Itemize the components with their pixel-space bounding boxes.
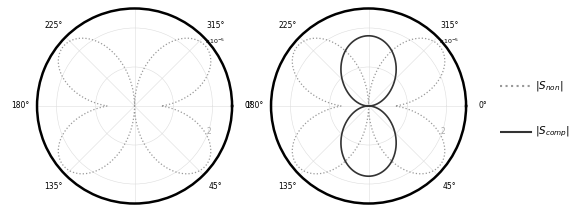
Text: $\times10^{-5}$: $\times10^{-5}$ [204,37,225,46]
Text: $\times10^{-5}$: $\times10^{-5}$ [438,37,459,46]
Text: $|S_{non}|$: $|S_{non}|$ [535,79,563,93]
Text: $|S_{comp}|$: $|S_{comp}|$ [535,125,569,139]
